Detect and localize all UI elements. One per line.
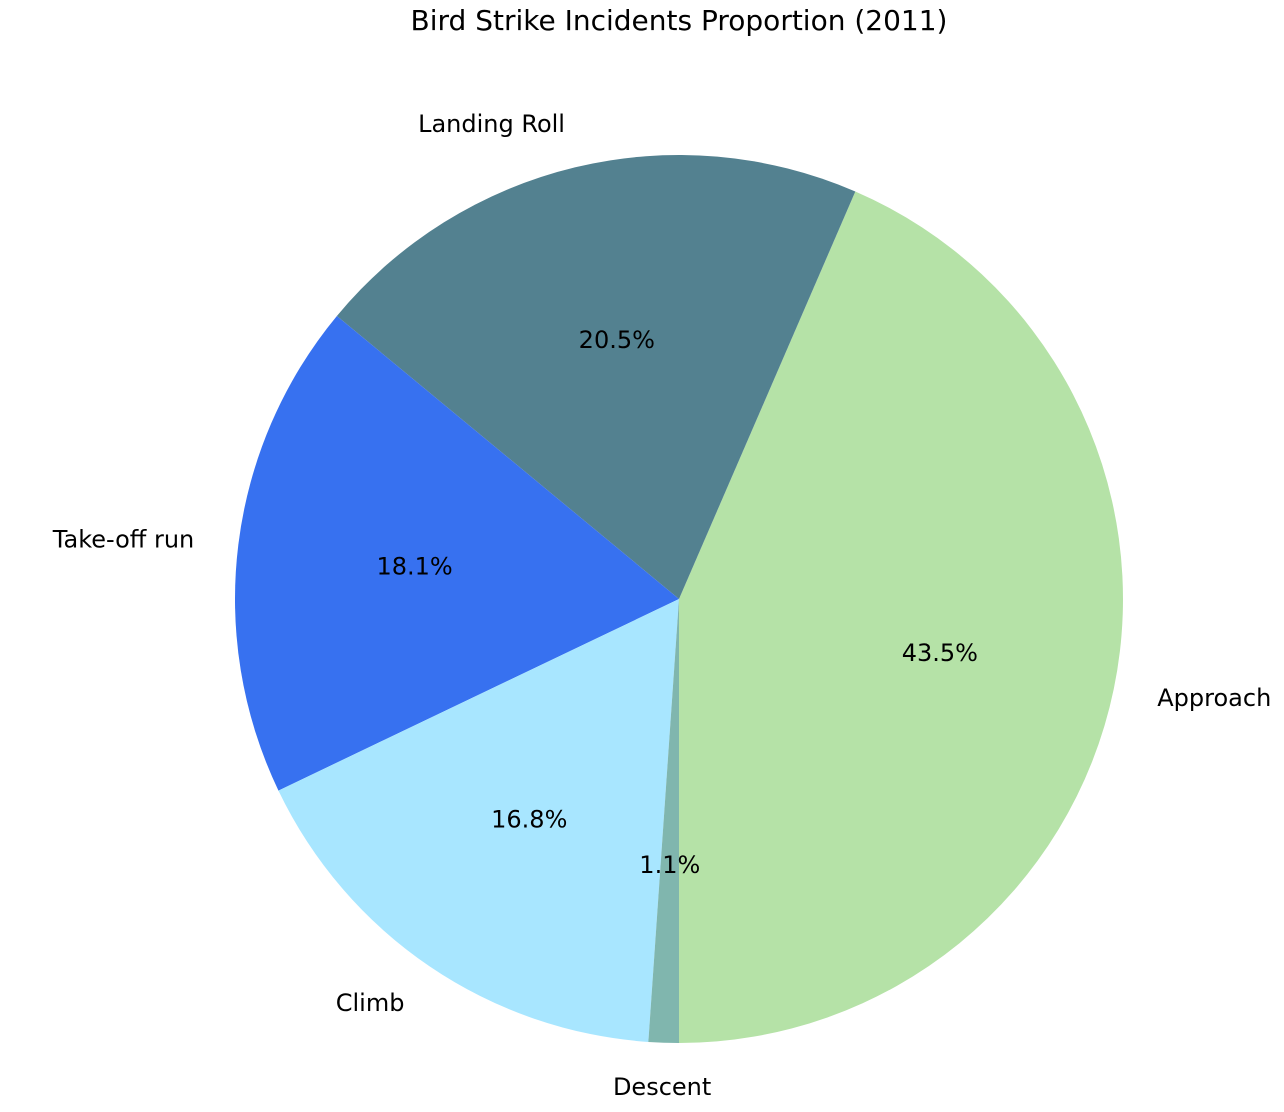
slice-label-climb: Climb <box>336 989 405 1017</box>
pct-label-descent: 1.1% <box>639 851 700 879</box>
chart-title: Bird Strike Incidents Proportion (2011) <box>411 4 948 37</box>
pie-slice-climb <box>278 599 679 1042</box>
pct-label-approach: 43.5% <box>902 639 978 667</box>
pie-labels: 43.5% Approach 20.5% Landing Roll 18.1% Take-… <box>52 110 1271 1101</box>
pie-slice-descent <box>648 599 679 1043</box>
pie-slice-landing-roll <box>336 155 856 600</box>
slice-label-take-off-run: Take-off run <box>52 525 194 553</box>
slice-label-approach: Approach <box>1157 684 1271 712</box>
slice-label-landing-roll: Landing Roll <box>418 110 565 138</box>
pct-label-climb: 16.8% <box>491 805 567 833</box>
slice-label-descent: Descent <box>613 1073 711 1101</box>
pct-label-landing-roll: 20.5% <box>579 326 655 354</box>
pie-slice-take-off-run <box>234 315 679 791</box>
pie-slices <box>234 155 1123 1043</box>
pct-label-take-off-run: 18.1% <box>376 552 452 580</box>
pie-slice-approach <box>679 191 1123 1043</box>
